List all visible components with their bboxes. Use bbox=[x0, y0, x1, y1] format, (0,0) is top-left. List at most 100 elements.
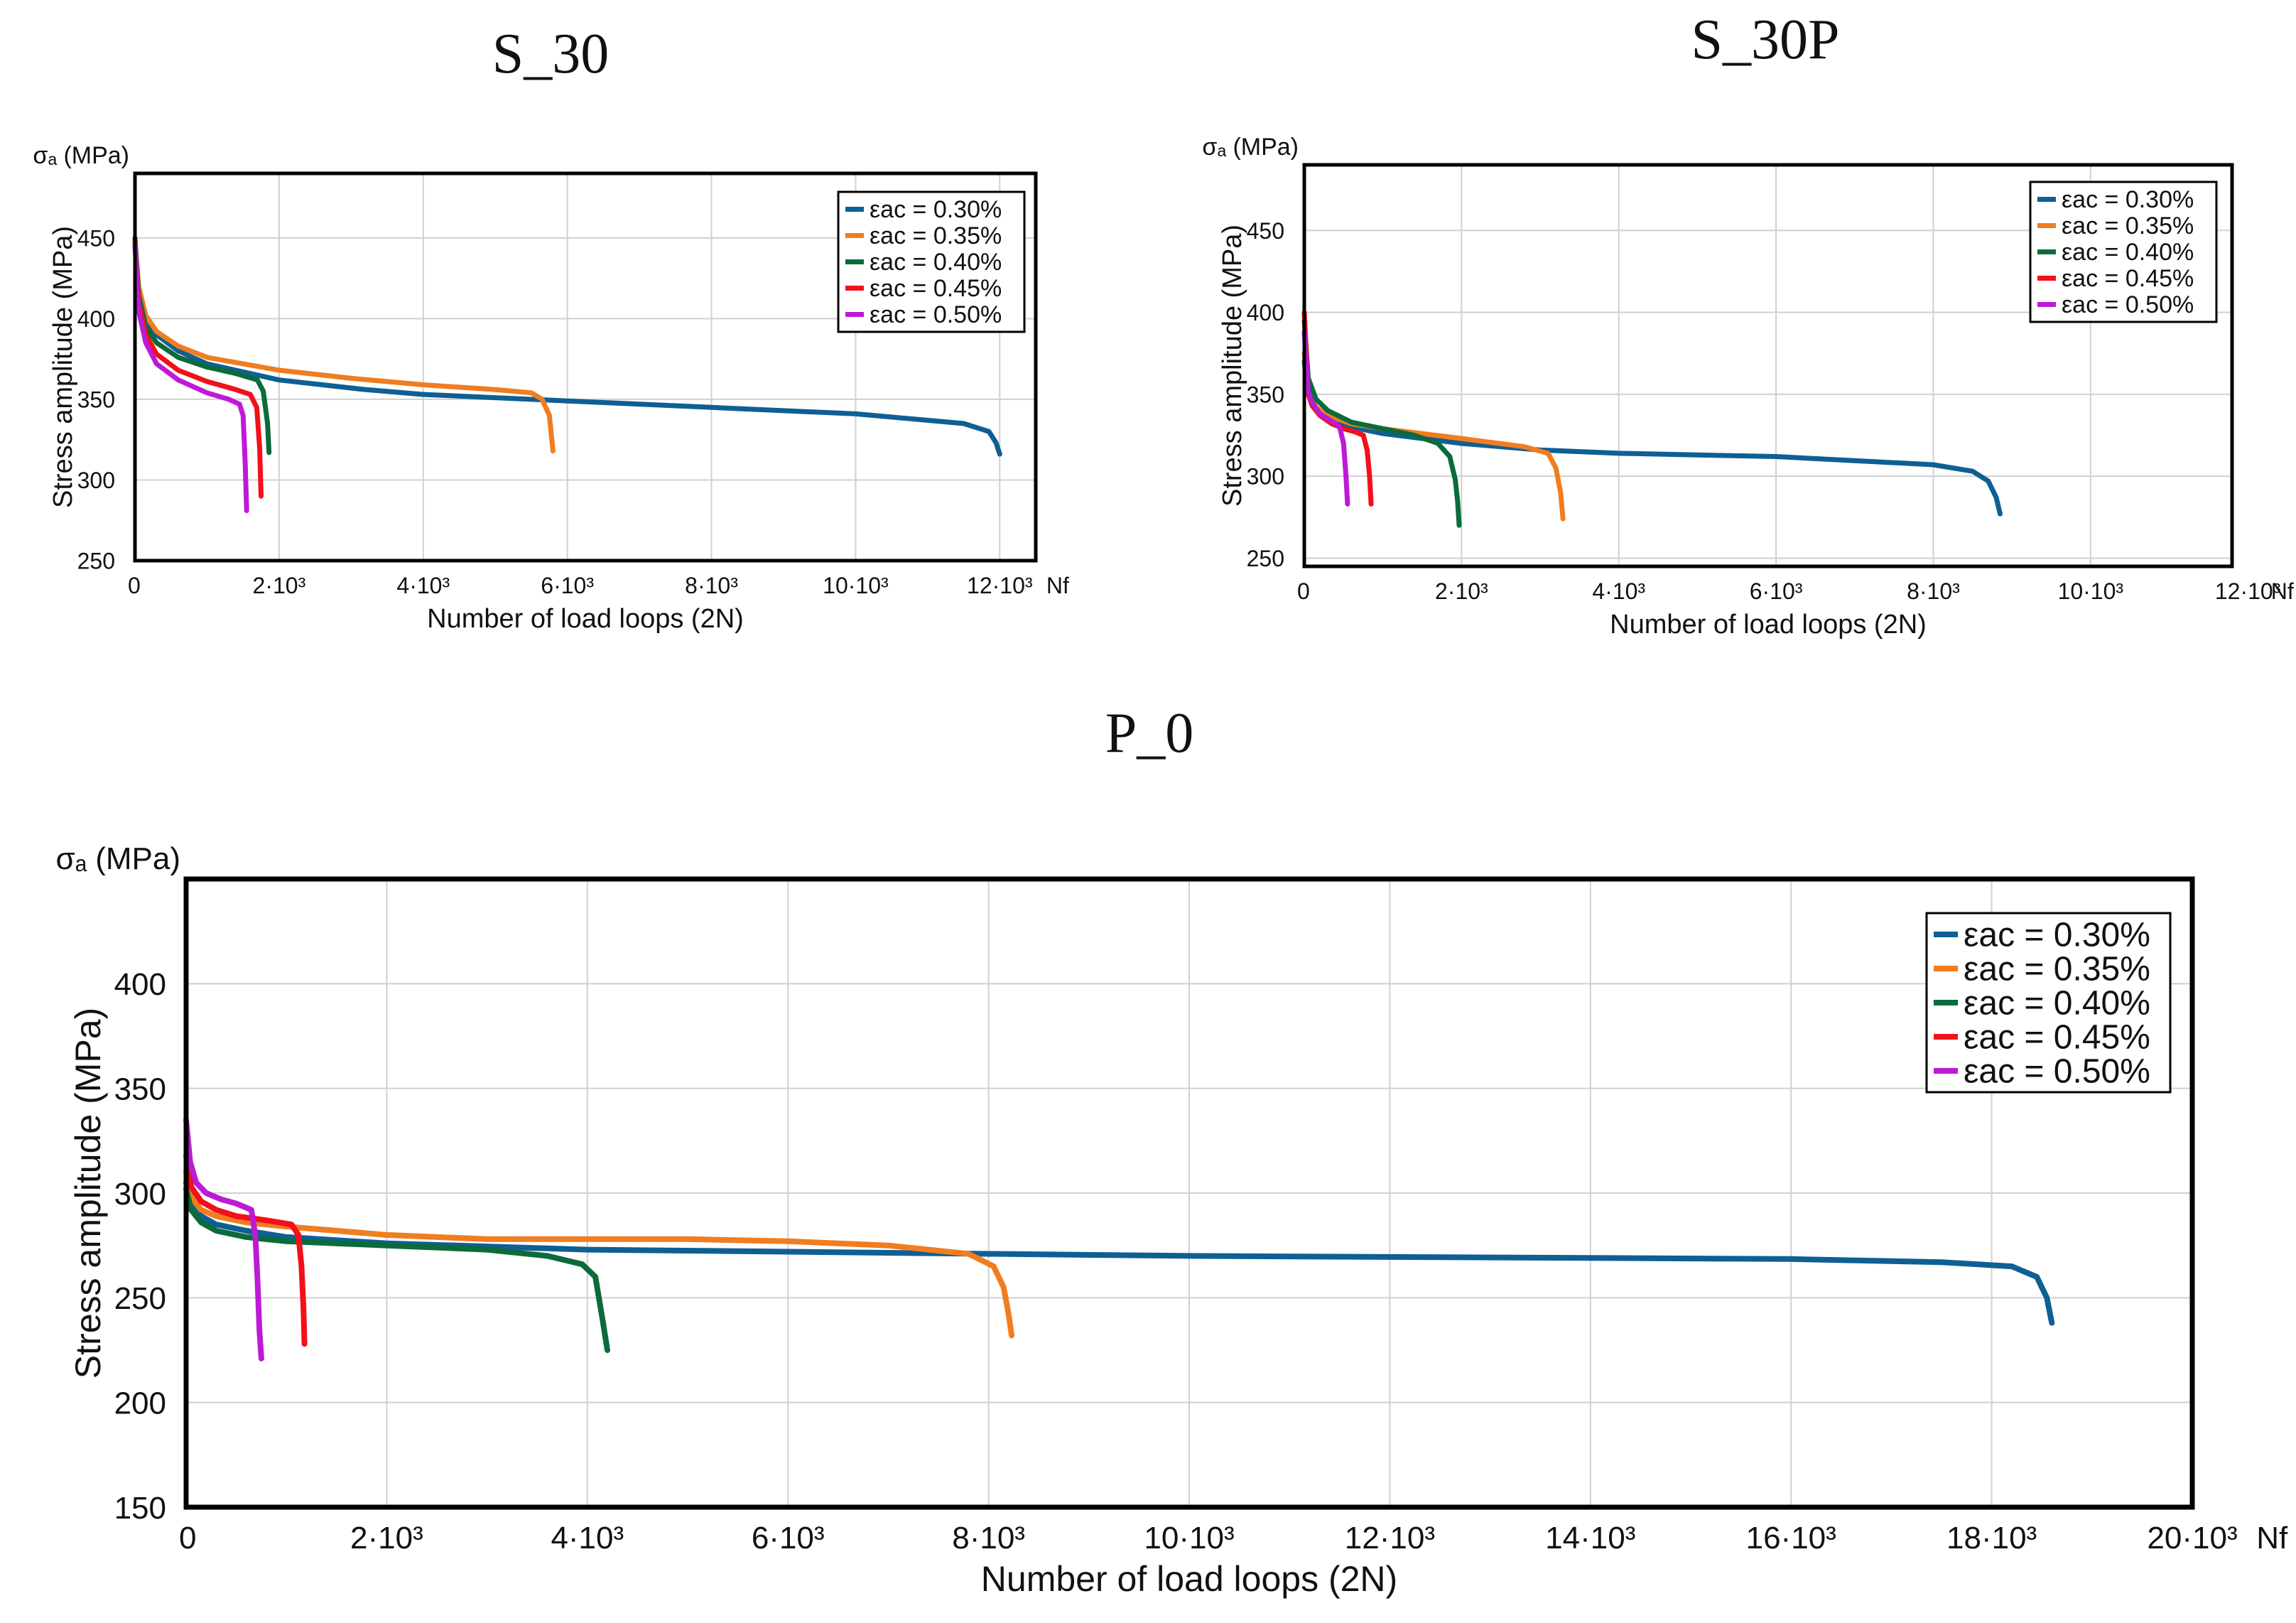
y-tick-label: 300 bbox=[114, 1177, 166, 1212]
y-axis-unit: σₐ (MPa) bbox=[33, 142, 129, 169]
series-group bbox=[132, 235, 1002, 514]
chart-title: S_30P bbox=[1691, 9, 1840, 71]
legend-box bbox=[837, 190, 1026, 333]
series-line-5 bbox=[132, 243, 249, 514]
series-group bbox=[183, 1116, 2055, 1362]
x-tick-label: 10·10³ bbox=[1144, 1521, 1234, 1555]
legend-label: εac = 0.40% bbox=[1964, 984, 2150, 1022]
y-tick-label: 400 bbox=[114, 967, 166, 1002]
legend-label: εac = 0.45% bbox=[1964, 1018, 2150, 1056]
x-tick-label: 20·10³ bbox=[2147, 1521, 2237, 1555]
legend-box bbox=[2029, 180, 2218, 323]
y-axis-label: Stress amplitude (MPa) bbox=[48, 226, 78, 508]
x-tick-label: 4·10³ bbox=[1592, 578, 1645, 604]
legend-label: εac = 0.35% bbox=[2062, 212, 2194, 239]
series-line-3 bbox=[132, 235, 272, 455]
y-tick-label: 300 bbox=[1247, 464, 1284, 490]
x-tick-label: 0 bbox=[1297, 578, 1310, 604]
y-tick-label: 200 bbox=[114, 1386, 166, 1421]
y-tick-labels: 150 200 250 300 350 400 bbox=[114, 967, 166, 1526]
legend-label: εac = 0.45% bbox=[2062, 265, 2194, 292]
chart-p-0: P_0 0 2·10³ 4·10³ 6·10³ 8·10³ 10·10³ 12·10³ 14·1… bbox=[55, 702, 2288, 1599]
x-tick-label: 0 bbox=[179, 1521, 196, 1555]
grid bbox=[186, 879, 2193, 1507]
x-tick-label: 6·10³ bbox=[752, 1521, 825, 1555]
x-tick-label: 12·10³ bbox=[1345, 1521, 1435, 1555]
y-tick-label: 400 bbox=[1247, 300, 1284, 325]
x-tick-label: 8·10³ bbox=[1907, 578, 1960, 604]
legend-label: εac = 0.45% bbox=[870, 275, 1002, 302]
x-tick-label: 10·10³ bbox=[2058, 578, 2124, 604]
x-tick-label: 12·10³ bbox=[2215, 578, 2281, 604]
x-tick-label: 12·10³ bbox=[967, 573, 1033, 598]
series-line-1 bbox=[183, 1180, 2055, 1326]
x-tick-label: 10·10³ bbox=[823, 573, 889, 598]
x-axis-label: Number of load loops (2N) bbox=[427, 604, 744, 634]
legend-label: εac = 0.30% bbox=[2062, 186, 2194, 213]
series-group bbox=[1301, 310, 2003, 528]
series-line-3 bbox=[183, 1186, 610, 1353]
legend-label: εac = 0.35% bbox=[1964, 950, 2150, 988]
y-axis-label: Stress amplitude (MPa) bbox=[1218, 225, 1247, 507]
chart-title: S_30 bbox=[492, 23, 610, 85]
legend-box bbox=[1925, 912, 2172, 1094]
y-tick-label: 450 bbox=[77, 225, 115, 251]
y-tick-label: 150 bbox=[114, 1491, 166, 1526]
y-tick-label: 350 bbox=[77, 387, 115, 412]
x-axis-unit: Nf bbox=[2271, 578, 2294, 604]
x-tick-label: 0 bbox=[128, 573, 141, 598]
x-tick-label: 2·10³ bbox=[350, 1521, 423, 1555]
series-line-4 bbox=[183, 1153, 308, 1347]
chart-s-30: S_30 0 2·10³ 4·10³ 6·10³ 8·10³ 10·10³ 12·10³ Nf 2… bbox=[33, 23, 1069, 634]
x-tick-labels: 0 2·10³ 4·10³ 6·10³ 8·10³ 10·10³ 12·10³ bbox=[1297, 578, 2281, 604]
x-axis-label: Number of load loops (2N) bbox=[981, 1559, 1397, 1599]
series-line-2 bbox=[183, 1169, 1015, 1339]
y-tick-label: 350 bbox=[114, 1072, 166, 1107]
legend-label: εac = 0.40% bbox=[870, 249, 1002, 276]
x-tick-label: 6·10³ bbox=[541, 573, 594, 598]
legend-label: εac = 0.40% bbox=[2062, 239, 2194, 266]
series-line-5 bbox=[1301, 329, 1350, 507]
y-tick-label: 350 bbox=[1247, 382, 1284, 407]
x-tick-label: 18·10³ bbox=[1946, 1521, 2037, 1555]
x-tick-labels: 0 2·10³ 4·10³ 6·10³ 8·10³ 10·10³ 12·10³ 14·10³ 1… bbox=[179, 1521, 2238, 1555]
y-tick-label: 450 bbox=[1247, 218, 1284, 244]
series-line-5 bbox=[183, 1116, 264, 1362]
x-tick-label: 14·10³ bbox=[1545, 1521, 1635, 1555]
y-tick-label: 400 bbox=[77, 306, 115, 332]
legend: εac = 0.30%εac = 0.35%εac = 0.40%εac = 0… bbox=[2029, 180, 2218, 323]
y-tick-label: 250 bbox=[77, 549, 115, 574]
x-tick-label: 6·10³ bbox=[1750, 578, 1803, 604]
x-axis-label: Number of load loops (2N) bbox=[1610, 610, 1927, 640]
legend-label: εac = 0.50% bbox=[870, 301, 1002, 328]
y-tick-label: 300 bbox=[77, 468, 115, 493]
legend: εac = 0.30%εac = 0.35%εac = 0.40%εac = 0… bbox=[1925, 912, 2172, 1094]
y-axis-label: Stress amplitude (MPa) bbox=[68, 1008, 108, 1379]
legend-label: εac = 0.35% bbox=[870, 222, 1002, 249]
x-axis-unit: Nf bbox=[1046, 573, 1069, 598]
x-tick-label: 8·10³ bbox=[685, 573, 738, 598]
x-tick-label: 4·10³ bbox=[551, 1521, 624, 1555]
chart-title: P_0 bbox=[1105, 702, 1194, 765]
grid bbox=[1304, 165, 2232, 566]
y-tick-label: 250 bbox=[1247, 546, 1284, 571]
x-tick-label: 4·10³ bbox=[396, 573, 450, 598]
x-tick-label: 2·10³ bbox=[253, 573, 306, 598]
y-axis-unit: σₐ (MPa) bbox=[1202, 134, 1299, 161]
legend: εac = 0.30%εac = 0.35%εac = 0.40%εac = 0… bbox=[837, 190, 1026, 333]
y-tick-label: 250 bbox=[114, 1281, 166, 1316]
plot-frame bbox=[1302, 163, 2234, 568]
x-tick-label: 16·10³ bbox=[1746, 1521, 1836, 1555]
y-axis-unit: σₐ (MPa) bbox=[55, 841, 180, 876]
x-tick-label: 2·10³ bbox=[1435, 578, 1488, 604]
legend-label: εac = 0.50% bbox=[1964, 1052, 2150, 1090]
x-tick-label: 8·10³ bbox=[952, 1521, 1025, 1555]
series-line-3 bbox=[1301, 318, 1462, 528]
y-tick-labels: 250 300 350 400 450 bbox=[1247, 218, 1284, 571]
x-tick-labels: 0 2·10³ 4·10³ 6·10³ 8·10³ 10·10³ 12·10³ bbox=[128, 573, 1033, 598]
legend-label: εac = 0.50% bbox=[2062, 291, 2194, 318]
y-tick-labels: 250 300 350 400 450 bbox=[77, 225, 115, 573]
chart-s-30p: S_30P 0 2·10³ 4·10³ 6·10³ 8·10³ 10·10³ 12·10³Nf… bbox=[1202, 9, 2294, 640]
plot-frame bbox=[183, 876, 2195, 1510]
